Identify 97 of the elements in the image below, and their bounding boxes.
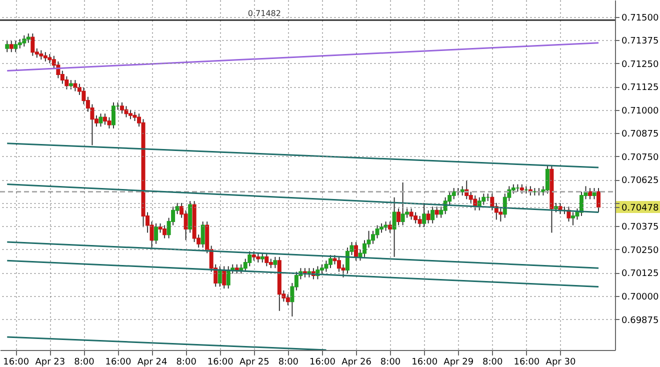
candlestick [154,222,158,244]
x-tick-label: Apr 30 [546,358,576,367]
candlestick [396,208,401,226]
candlestick [162,224,167,239]
y-tick-label: 0.70478 [622,204,659,214]
candlestick [14,40,18,53]
x-tick-label: 8:00 [278,358,299,367]
candlestick [409,208,414,220]
x-tick-label: 8:00 [74,358,95,367]
candlestick [111,102,116,129]
y-tick-label: 0.71375 [622,36,659,47]
x-tick-label: Apr 23 [35,358,66,367]
candlestick [418,215,422,228]
candlestick [328,254,332,269]
y-tick-label: 0.70125 [622,269,659,280]
x-tick-label: 16:00 [412,358,438,367]
candlestick [320,264,324,274]
y-tick-label: 0.70750 [622,152,659,163]
candlestick [388,221,392,234]
candlestick [414,212,418,224]
y-tick-label: 0.70000 [622,292,659,303]
candlestick [26,33,30,44]
x-tick-label: Apr 24 [137,358,168,367]
candlestick [460,186,464,196]
x-tick-label: 16:00 [105,358,132,367]
candlestick [98,113,103,128]
x-tick-label: 8:00 [482,358,504,367]
y-tick-label: 0.69875 [622,316,659,326]
x-tick-label: 8:00 [380,358,401,367]
x-tick-label: 16:00 [207,358,234,367]
candlestick [430,206,435,224]
candlestick [48,53,52,64]
candlestick [252,250,256,262]
y-tick-label: 0.71125 [622,83,659,94]
candlestick [256,252,260,263]
x-tick-label: 16:00 [514,358,540,367]
candlestick [332,254,337,265]
candlestick [434,206,439,218]
candlestick [39,50,44,60]
candlestick [588,188,592,200]
candlestick [200,221,205,248]
candlestick [392,196,396,258]
candlestick [248,250,252,267]
x-tick-label: Apr 26 [342,358,372,367]
candlestick [226,266,230,290]
candlestick [107,116,112,129]
candlestick [426,210,430,224]
candlestick [5,40,10,53]
candlestick [520,184,524,194]
y-tick-label: 0.71500 [622,13,659,24]
candlestick [422,202,426,228]
candlestick [490,193,494,211]
candlestick [400,182,405,226]
candlestick [9,40,14,53]
y-tick-label: 0.70875 [622,130,659,140]
candlestick [286,294,290,306]
x-tick-label: Apr 29 [444,358,474,367]
y-tick-label: 0.70625 [622,176,659,186]
candlestick [268,258,273,269]
x-tick-label: Apr 25 [239,358,270,367]
candlestick [375,224,380,239]
y-tick-label: 0.70375 [622,222,659,233]
x-tick-label: 16:00 [309,358,336,367]
y-tick-label: 0.71000 [622,106,659,116]
candlestick [82,87,86,105]
candlestick [68,80,73,90]
candlestick [362,240,367,258]
candlestick [102,113,107,126]
candlestick [239,264,244,274]
candlestick [260,252,264,263]
candlestick [222,266,226,290]
candlestick [452,188,456,200]
candlestick [264,252,269,267]
candlestick [354,242,358,262]
ref-line-label: 0.71482 [248,9,281,18]
x-tick-label: 16:00 [3,358,30,367]
candlestick [22,34,26,48]
candlestick [184,210,188,241]
candlestick [570,212,575,226]
y-tick-label: 0.71250 [622,60,659,70]
candlestick [218,266,222,288]
candlestick [128,109,133,120]
candlestick [596,188,601,213]
candlestick [234,264,239,274]
x-tick-label: 8:00 [176,358,197,367]
candlestick [124,106,128,118]
candlestick [73,80,78,92]
candlestick [554,202,558,213]
candlestick [545,165,550,194]
candlestick [18,38,22,49]
candlestick [43,52,48,62]
candlestick [30,33,35,56]
candlestick [273,256,278,269]
candlestick [511,184,516,194]
candlestick [371,230,376,244]
candlestick [324,260,328,272]
y-tick-label: 0.70250 [622,246,659,256]
